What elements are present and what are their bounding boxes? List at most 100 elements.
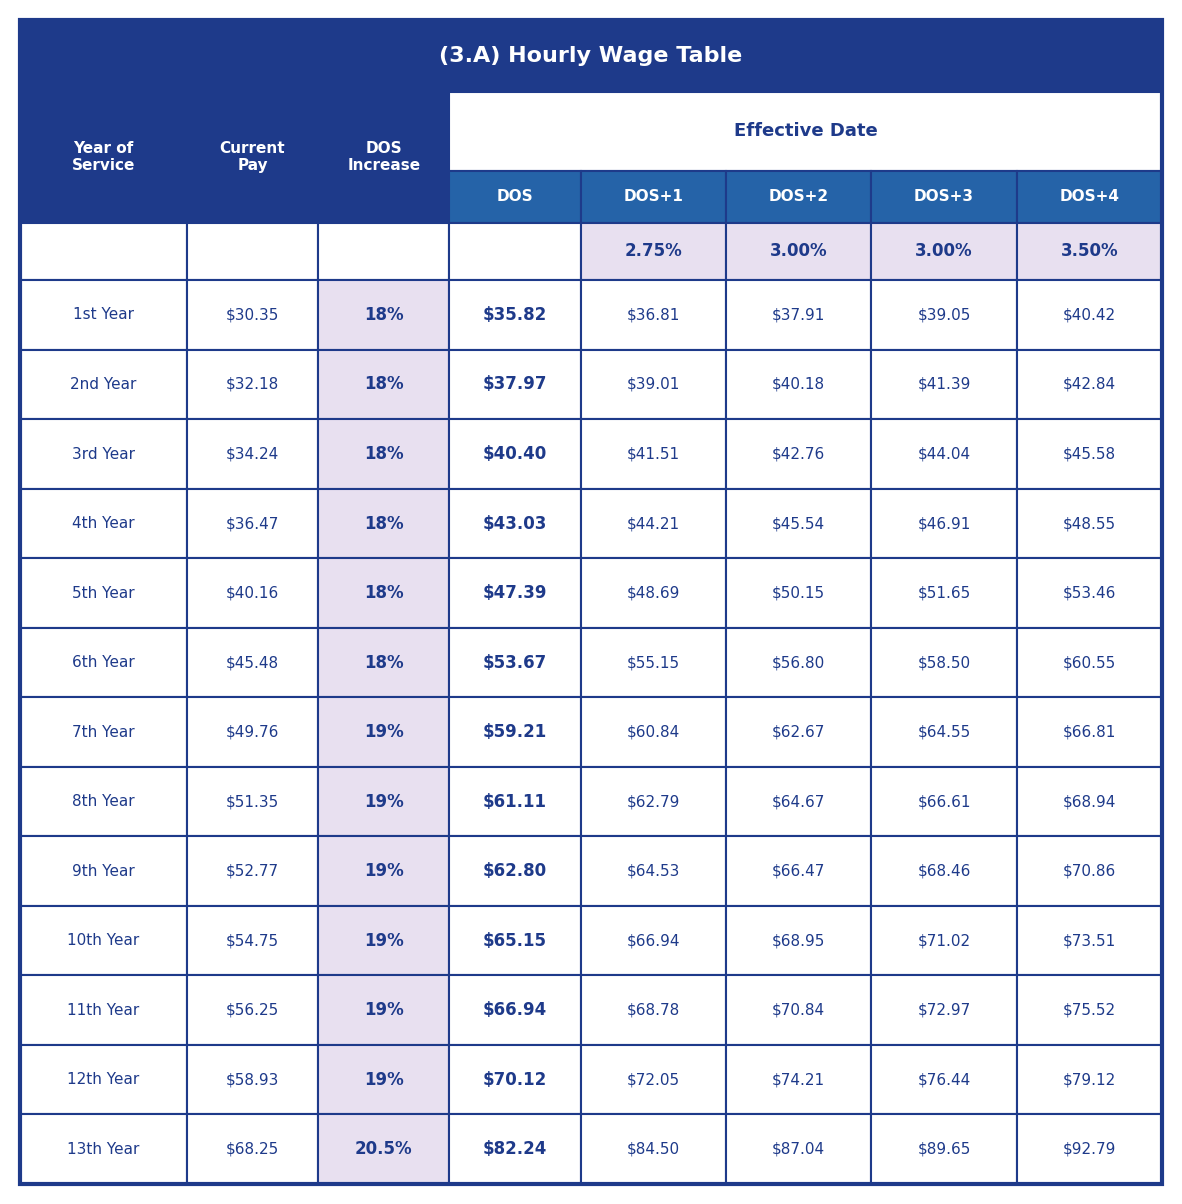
Bar bbox=[187, 92, 318, 223]
Text: $87.04: $87.04 bbox=[772, 1141, 825, 1157]
Bar bbox=[1017, 627, 1162, 697]
Bar bbox=[449, 627, 580, 697]
Bar bbox=[1017, 223, 1162, 281]
Text: 6th Year: 6th Year bbox=[72, 655, 135, 671]
Bar bbox=[580, 419, 726, 489]
Bar bbox=[20, 1045, 187, 1115]
Bar bbox=[726, 281, 871, 349]
Bar bbox=[318, 1045, 449, 1115]
Text: Effective Date: Effective Date bbox=[734, 123, 877, 140]
Text: $64.55: $64.55 bbox=[917, 725, 970, 739]
Bar bbox=[580, 627, 726, 697]
Text: 3.00%: 3.00% bbox=[769, 242, 827, 260]
Text: $34.24: $34.24 bbox=[226, 447, 279, 461]
Text: 7th Year: 7th Year bbox=[72, 725, 135, 739]
Text: $66.81: $66.81 bbox=[1063, 725, 1116, 739]
Bar bbox=[1017, 905, 1162, 975]
Bar bbox=[580, 1045, 726, 1115]
Bar bbox=[726, 489, 871, 559]
Text: $52.77: $52.77 bbox=[226, 863, 279, 879]
Text: $41.51: $41.51 bbox=[626, 447, 680, 461]
Bar bbox=[1017, 559, 1162, 627]
Text: $40.40: $40.40 bbox=[483, 445, 547, 464]
Text: 19%: 19% bbox=[364, 792, 404, 810]
Bar bbox=[580, 975, 726, 1045]
Text: $45.58: $45.58 bbox=[1063, 447, 1116, 461]
Text: $64.67: $64.67 bbox=[772, 795, 825, 809]
Bar bbox=[318, 1115, 449, 1184]
Bar bbox=[871, 627, 1017, 697]
Text: $66.94: $66.94 bbox=[483, 1002, 547, 1020]
Bar bbox=[726, 559, 871, 627]
Bar bbox=[580, 1115, 726, 1184]
Bar bbox=[726, 1115, 871, 1184]
Bar bbox=[449, 223, 580, 281]
Bar bbox=[187, 975, 318, 1045]
Text: $68.25: $68.25 bbox=[226, 1141, 279, 1157]
Text: $70.12: $70.12 bbox=[483, 1070, 547, 1088]
Bar bbox=[318, 349, 449, 419]
Bar bbox=[449, 837, 580, 905]
Bar bbox=[1017, 171, 1162, 223]
Text: 20.5%: 20.5% bbox=[355, 1140, 413, 1158]
Bar bbox=[449, 975, 580, 1045]
Bar bbox=[187, 559, 318, 627]
Bar bbox=[871, 349, 1017, 419]
Bar bbox=[1017, 837, 1162, 905]
Text: $40.16: $40.16 bbox=[226, 585, 279, 601]
Bar bbox=[318, 905, 449, 975]
Text: 19%: 19% bbox=[364, 1002, 404, 1020]
Bar bbox=[726, 767, 871, 837]
Bar bbox=[318, 281, 449, 349]
Text: $79.12: $79.12 bbox=[1063, 1073, 1116, 1087]
Bar bbox=[1017, 419, 1162, 489]
Bar bbox=[449, 92, 1162, 171]
Bar bbox=[726, 627, 871, 697]
Bar bbox=[449, 559, 580, 627]
Bar bbox=[726, 697, 871, 767]
Text: 18%: 18% bbox=[364, 654, 403, 672]
Bar bbox=[871, 419, 1017, 489]
Bar bbox=[187, 281, 318, 349]
Text: 19%: 19% bbox=[364, 862, 404, 880]
Bar bbox=[871, 489, 1017, 559]
Bar bbox=[318, 489, 449, 559]
Bar bbox=[871, 837, 1017, 905]
Text: DOS+3: DOS+3 bbox=[914, 189, 974, 205]
Text: 13th Year: 13th Year bbox=[67, 1141, 139, 1157]
Text: $66.47: $66.47 bbox=[772, 863, 825, 879]
Bar bbox=[318, 975, 449, 1045]
Text: $60.55: $60.55 bbox=[1063, 655, 1116, 671]
Text: $62.67: $62.67 bbox=[772, 725, 825, 739]
Text: 2nd Year: 2nd Year bbox=[70, 377, 137, 393]
Text: $61.11: $61.11 bbox=[483, 792, 547, 810]
Bar bbox=[580, 281, 726, 349]
Text: $64.53: $64.53 bbox=[626, 863, 680, 879]
Text: $55.15: $55.15 bbox=[626, 655, 680, 671]
Bar bbox=[318, 697, 449, 767]
Bar bbox=[1017, 1045, 1162, 1115]
Bar bbox=[20, 419, 187, 489]
Bar bbox=[20, 20, 1162, 92]
Text: $51.65: $51.65 bbox=[917, 585, 970, 601]
Text: $72.97: $72.97 bbox=[917, 1003, 970, 1017]
Bar bbox=[726, 1045, 871, 1115]
Bar bbox=[187, 223, 318, 281]
Bar bbox=[580, 767, 726, 837]
Text: $36.47: $36.47 bbox=[226, 517, 279, 531]
Text: $45.54: $45.54 bbox=[772, 517, 825, 531]
Text: 19%: 19% bbox=[364, 724, 404, 742]
Bar bbox=[20, 975, 187, 1045]
Text: 12th Year: 12th Year bbox=[67, 1073, 139, 1087]
Text: $36.81: $36.81 bbox=[626, 307, 680, 323]
Bar bbox=[20, 559, 187, 627]
Text: $71.02: $71.02 bbox=[917, 933, 970, 949]
Text: $49.76: $49.76 bbox=[226, 725, 279, 739]
Text: $40.42: $40.42 bbox=[1063, 307, 1116, 323]
Bar bbox=[20, 837, 187, 905]
Bar bbox=[449, 171, 580, 223]
Text: $32.18: $32.18 bbox=[226, 377, 279, 393]
Text: 10th Year: 10th Year bbox=[67, 933, 139, 949]
Bar bbox=[1017, 975, 1162, 1045]
Bar bbox=[20, 905, 187, 975]
